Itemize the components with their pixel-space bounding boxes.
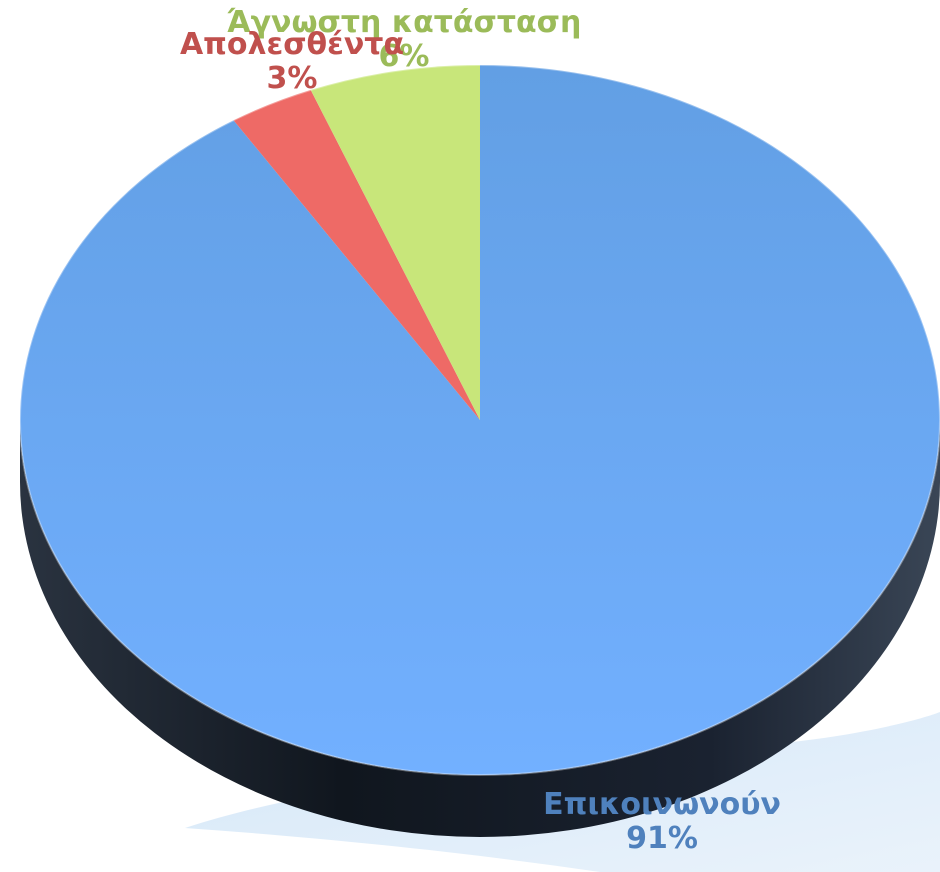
- label-communicating-value: 91%: [626, 820, 698, 856]
- label-communicating-name: Επικοινωνούν: [543, 787, 781, 822]
- label-communicating: Επικοινωνούν 91%: [543, 788, 781, 855]
- pie-slice-1: [19, 65, 940, 775]
- label-unknown-status: Άγνωστη κατάσταση 6%: [227, 6, 582, 73]
- pie-slices: [19, 64, 940, 776]
- pie-side-wall: [20, 420, 940, 837]
- pie-rim-highlight: [19, 64, 940, 776]
- label-unknown-name: Άγνωστη κατάσταση: [226, 5, 582, 40]
- label-lost-name: Απολεσθέντα: [179, 27, 405, 62]
- label-lost-value: 3%: [266, 60, 318, 96]
- pie-slice-3: [310, 65, 480, 420]
- pie-side-surface: [20, 420, 940, 837]
- label-unknown-value: 6%: [378, 38, 430, 74]
- pie-slice-2: [233, 89, 480, 420]
- label-lost: Απολεσθέντα 3%: [180, 28, 404, 95]
